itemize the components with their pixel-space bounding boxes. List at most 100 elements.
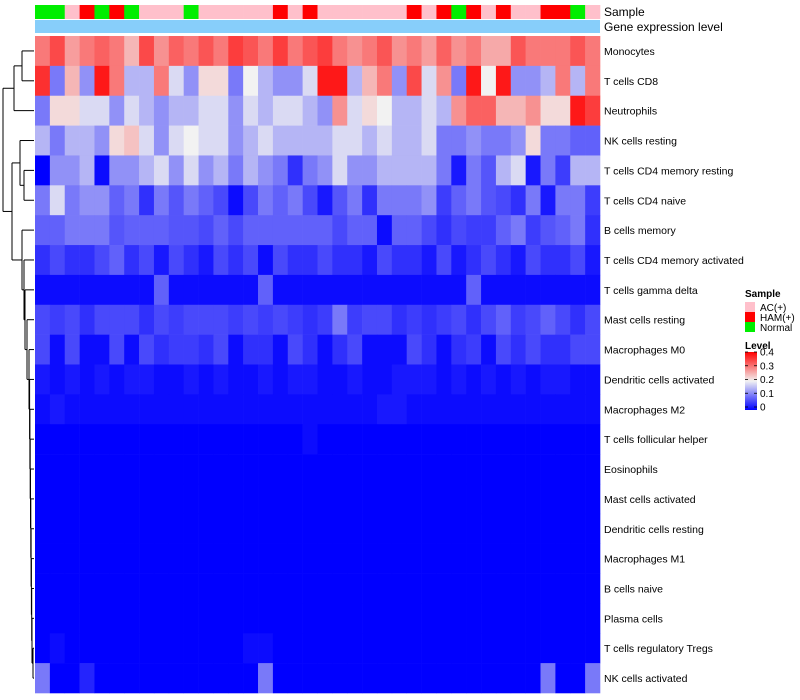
heatmap-cell: [362, 513, 378, 544]
row-label: T cells CD4 naive: [604, 195, 686, 207]
heatmap-cell: [555, 454, 571, 485]
heatmap-cell: [198, 394, 214, 425]
heatmap-cell: [570, 394, 586, 425]
heatmap-cell: [213, 513, 229, 544]
heatmap-cell: [332, 603, 348, 634]
heatmap-cell: [362, 304, 378, 335]
heatmap-cell: [317, 663, 333, 694]
heatmap-cell: [228, 573, 244, 604]
heatmap-cell: [376, 513, 393, 544]
row-label: B cells naive: [604, 583, 663, 595]
heatmap-cell: [228, 274, 244, 306]
heatmap-cell: [570, 125, 586, 156]
heatmap-cell: [510, 483, 526, 515]
sample-annotation-cell: [109, 5, 125, 19]
heatmap-cell: [540, 543, 556, 574]
heatmap-cell: [347, 95, 363, 126]
heatmap-cell: [376, 334, 393, 365]
heatmap-cell: [79, 215, 95, 246]
heatmap-cell: [495, 334, 512, 365]
heatmap-cell: [183, 155, 199, 186]
heatmap-cell: [243, 36, 259, 67]
heatmap-cell: [139, 454, 155, 485]
heatmap-cell: [585, 215, 601, 246]
heatmap-cell: [183, 215, 199, 246]
heatmap-cell: [49, 304, 66, 335]
heatmap-cell: [481, 155, 497, 186]
sample-annotation-cell: [362, 5, 378, 19]
heatmap-cell: [49, 573, 66, 604]
heatmap-cell: [213, 304, 229, 335]
heatmap-cell: [258, 573, 274, 604]
heatmap-cell: [213, 483, 229, 515]
heatmap-cell: [109, 483, 125, 515]
legend-item-label: Normal: [760, 323, 792, 334]
heatmap-cell: [570, 513, 586, 544]
heatmap-cell: [555, 185, 571, 216]
heatmap-cell: [139, 334, 155, 365]
heatmap-cell: [198, 364, 214, 395]
heatmap-cell: [421, 543, 437, 574]
heatmap-cell: [451, 603, 467, 634]
heatmap-cell: [79, 36, 95, 67]
heatmap-cell: [124, 424, 140, 455]
heatmap-cell: [391, 394, 408, 425]
heatmap-cell: [213, 394, 229, 425]
heatmap-cell: [124, 573, 140, 604]
sample-annotation-cell: [466, 5, 482, 19]
heatmap-cell: [272, 36, 289, 67]
heatmap-cell: [570, 663, 586, 694]
sample-annotation-cell: [391, 5, 408, 19]
heatmap-cell: [49, 125, 66, 156]
heatmap-cell: [94, 245, 110, 276]
heatmap-cell: [35, 36, 51, 67]
heatmap-cell: [362, 364, 378, 395]
heatmap-cell: [466, 304, 482, 335]
legend-swatch: [745, 302, 755, 312]
heatmap-cell: [287, 483, 303, 515]
heatmap-cell: [124, 483, 140, 515]
heatmap-cell: [243, 334, 259, 365]
heatmap-cell: [406, 454, 422, 485]
heatmap-cell: [332, 633, 348, 664]
heatmap-cell: [555, 155, 571, 186]
heatmap-cell: [153, 125, 170, 156]
heatmap-cell: [213, 65, 229, 97]
heatmap-cell: [451, 274, 467, 306]
heatmap-cell: [243, 663, 259, 694]
heatmap-cell: [347, 603, 363, 634]
heatmap-cell: [570, 633, 586, 664]
heatmap-cell: [198, 424, 214, 455]
heatmap-cell: [35, 603, 51, 634]
heatmap-cell: [168, 424, 184, 455]
heatmap-cell: [79, 483, 95, 515]
level-colorbar: [745, 352, 757, 410]
heatmap-cell: [525, 603, 541, 634]
heatmap-cell: [258, 215, 274, 246]
heatmap-cell: [213, 36, 229, 67]
heatmap-cell: [406, 274, 422, 306]
heatmap-cell: [332, 274, 348, 306]
heatmap-cell: [555, 573, 571, 604]
heatmap-cell: [451, 633, 467, 664]
heatmap-cell: [109, 304, 125, 335]
sample-annotation-cell: [243, 5, 259, 19]
sample-annotation-cell: [436, 5, 452, 19]
heatmap-cell: [139, 155, 155, 186]
heatmap-cell: [347, 65, 363, 97]
heatmap-cell: [332, 95, 348, 126]
heatmap-cell: [302, 573, 318, 604]
heatmap-cell: [540, 633, 556, 664]
sample-annotation-cell: [317, 5, 333, 19]
heatmap-cell: [124, 36, 140, 67]
heatmap-cell: [213, 274, 229, 306]
heatmap-cell: [153, 454, 170, 485]
heatmap-cell: [302, 603, 318, 634]
heatmap-cell: [35, 663, 51, 694]
heatmap-cell: [124, 543, 140, 574]
heatmap-cell: [481, 483, 497, 515]
heatmap-cell: [198, 513, 214, 544]
heatmap-cell: [495, 394, 512, 425]
heatmap-cell: [555, 274, 571, 306]
heatmap-cell: [570, 185, 586, 216]
